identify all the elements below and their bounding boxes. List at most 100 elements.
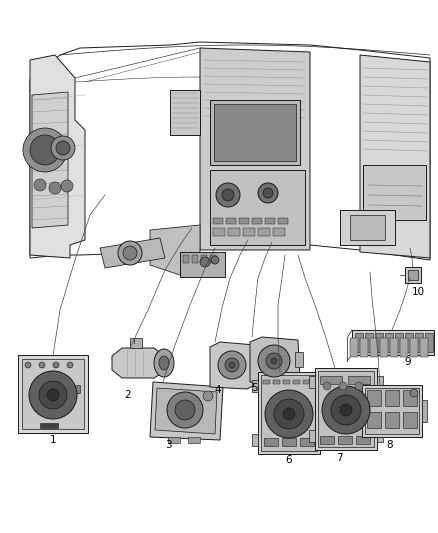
Circle shape — [23, 128, 67, 172]
Bar — [40, 423, 58, 428]
Polygon shape — [250, 337, 300, 385]
Text: ____: ____ — [264, 442, 272, 446]
Bar — [403, 390, 417, 406]
Circle shape — [225, 358, 239, 372]
Bar — [422, 400, 427, 422]
Circle shape — [271, 358, 277, 364]
Polygon shape — [100, 238, 165, 268]
Circle shape — [339, 382, 347, 390]
Bar — [352, 330, 434, 355]
Bar — [350, 215, 385, 240]
Circle shape — [258, 183, 278, 203]
Bar — [309, 376, 315, 388]
Bar — [18, 355, 88, 433]
Bar — [367, 390, 381, 406]
Bar — [130, 338, 142, 348]
Bar — [385, 333, 393, 352]
Text: 7: 7 — [336, 453, 343, 463]
Polygon shape — [360, 55, 430, 258]
Circle shape — [274, 399, 304, 429]
Ellipse shape — [154, 349, 174, 377]
Bar — [273, 228, 285, 236]
Bar — [363, 165, 426, 220]
Bar — [170, 90, 200, 135]
Bar — [377, 376, 383, 388]
Circle shape — [39, 362, 45, 368]
Bar — [385, 390, 399, 406]
Bar — [258, 372, 320, 454]
Text: 1: 1 — [49, 435, 57, 445]
Circle shape — [218, 351, 246, 379]
Bar — [356, 436, 370, 444]
Circle shape — [39, 381, 67, 409]
Bar — [375, 333, 383, 352]
Bar — [210, 255, 216, 263]
Bar — [214, 104, 296, 161]
Circle shape — [61, 180, 73, 192]
Bar — [70, 385, 80, 393]
Bar — [273, 380, 280, 384]
Circle shape — [34, 179, 46, 191]
Bar — [239, 218, 249, 224]
Polygon shape — [150, 225, 200, 275]
Circle shape — [410, 389, 418, 397]
Bar — [365, 333, 373, 352]
Bar — [258, 228, 270, 236]
Bar — [192, 255, 198, 263]
Bar — [320, 380, 326, 392]
Bar — [408, 270, 418, 280]
Bar — [350, 338, 358, 357]
Text: 10: 10 — [411, 287, 424, 297]
Bar — [180, 252, 225, 277]
Bar — [338, 436, 352, 444]
Circle shape — [67, 362, 73, 368]
Bar — [252, 434, 258, 446]
Bar — [367, 412, 381, 428]
Bar — [403, 412, 417, 428]
Circle shape — [229, 362, 235, 368]
Bar — [385, 412, 399, 428]
Text: 6: 6 — [286, 455, 292, 465]
Bar — [183, 255, 189, 263]
Circle shape — [216, 183, 240, 207]
Bar — [282, 438, 296, 446]
Bar — [283, 380, 290, 384]
Circle shape — [25, 362, 31, 368]
Circle shape — [222, 189, 234, 201]
Bar — [201, 255, 207, 263]
Bar — [400, 338, 408, 357]
Circle shape — [283, 408, 295, 420]
Circle shape — [56, 141, 70, 155]
Text: 5: 5 — [252, 383, 258, 393]
Bar — [213, 218, 223, 224]
Circle shape — [355, 382, 363, 390]
Bar — [278, 218, 288, 224]
Polygon shape — [155, 388, 217, 434]
Bar — [228, 228, 240, 236]
Bar — [425, 333, 433, 352]
Bar — [370, 338, 378, 357]
Bar — [309, 430, 315, 442]
Circle shape — [263, 188, 273, 198]
Bar — [380, 338, 388, 357]
Circle shape — [53, 362, 59, 368]
Bar — [377, 430, 383, 442]
Text: 9: 9 — [405, 357, 411, 367]
Circle shape — [266, 353, 282, 369]
Circle shape — [51, 136, 75, 160]
Bar — [405, 333, 413, 352]
Bar — [405, 267, 421, 283]
Bar — [420, 338, 428, 357]
Bar — [303, 380, 310, 384]
Bar — [252, 218, 262, 224]
Circle shape — [49, 182, 61, 194]
Circle shape — [29, 371, 77, 419]
Bar — [360, 338, 368, 357]
Bar — [395, 333, 403, 352]
Bar — [415, 333, 423, 352]
Bar — [210, 170, 305, 245]
Bar — [362, 385, 422, 437]
Text: 2: 2 — [125, 390, 131, 400]
Circle shape — [211, 256, 219, 264]
Bar — [168, 437, 180, 443]
